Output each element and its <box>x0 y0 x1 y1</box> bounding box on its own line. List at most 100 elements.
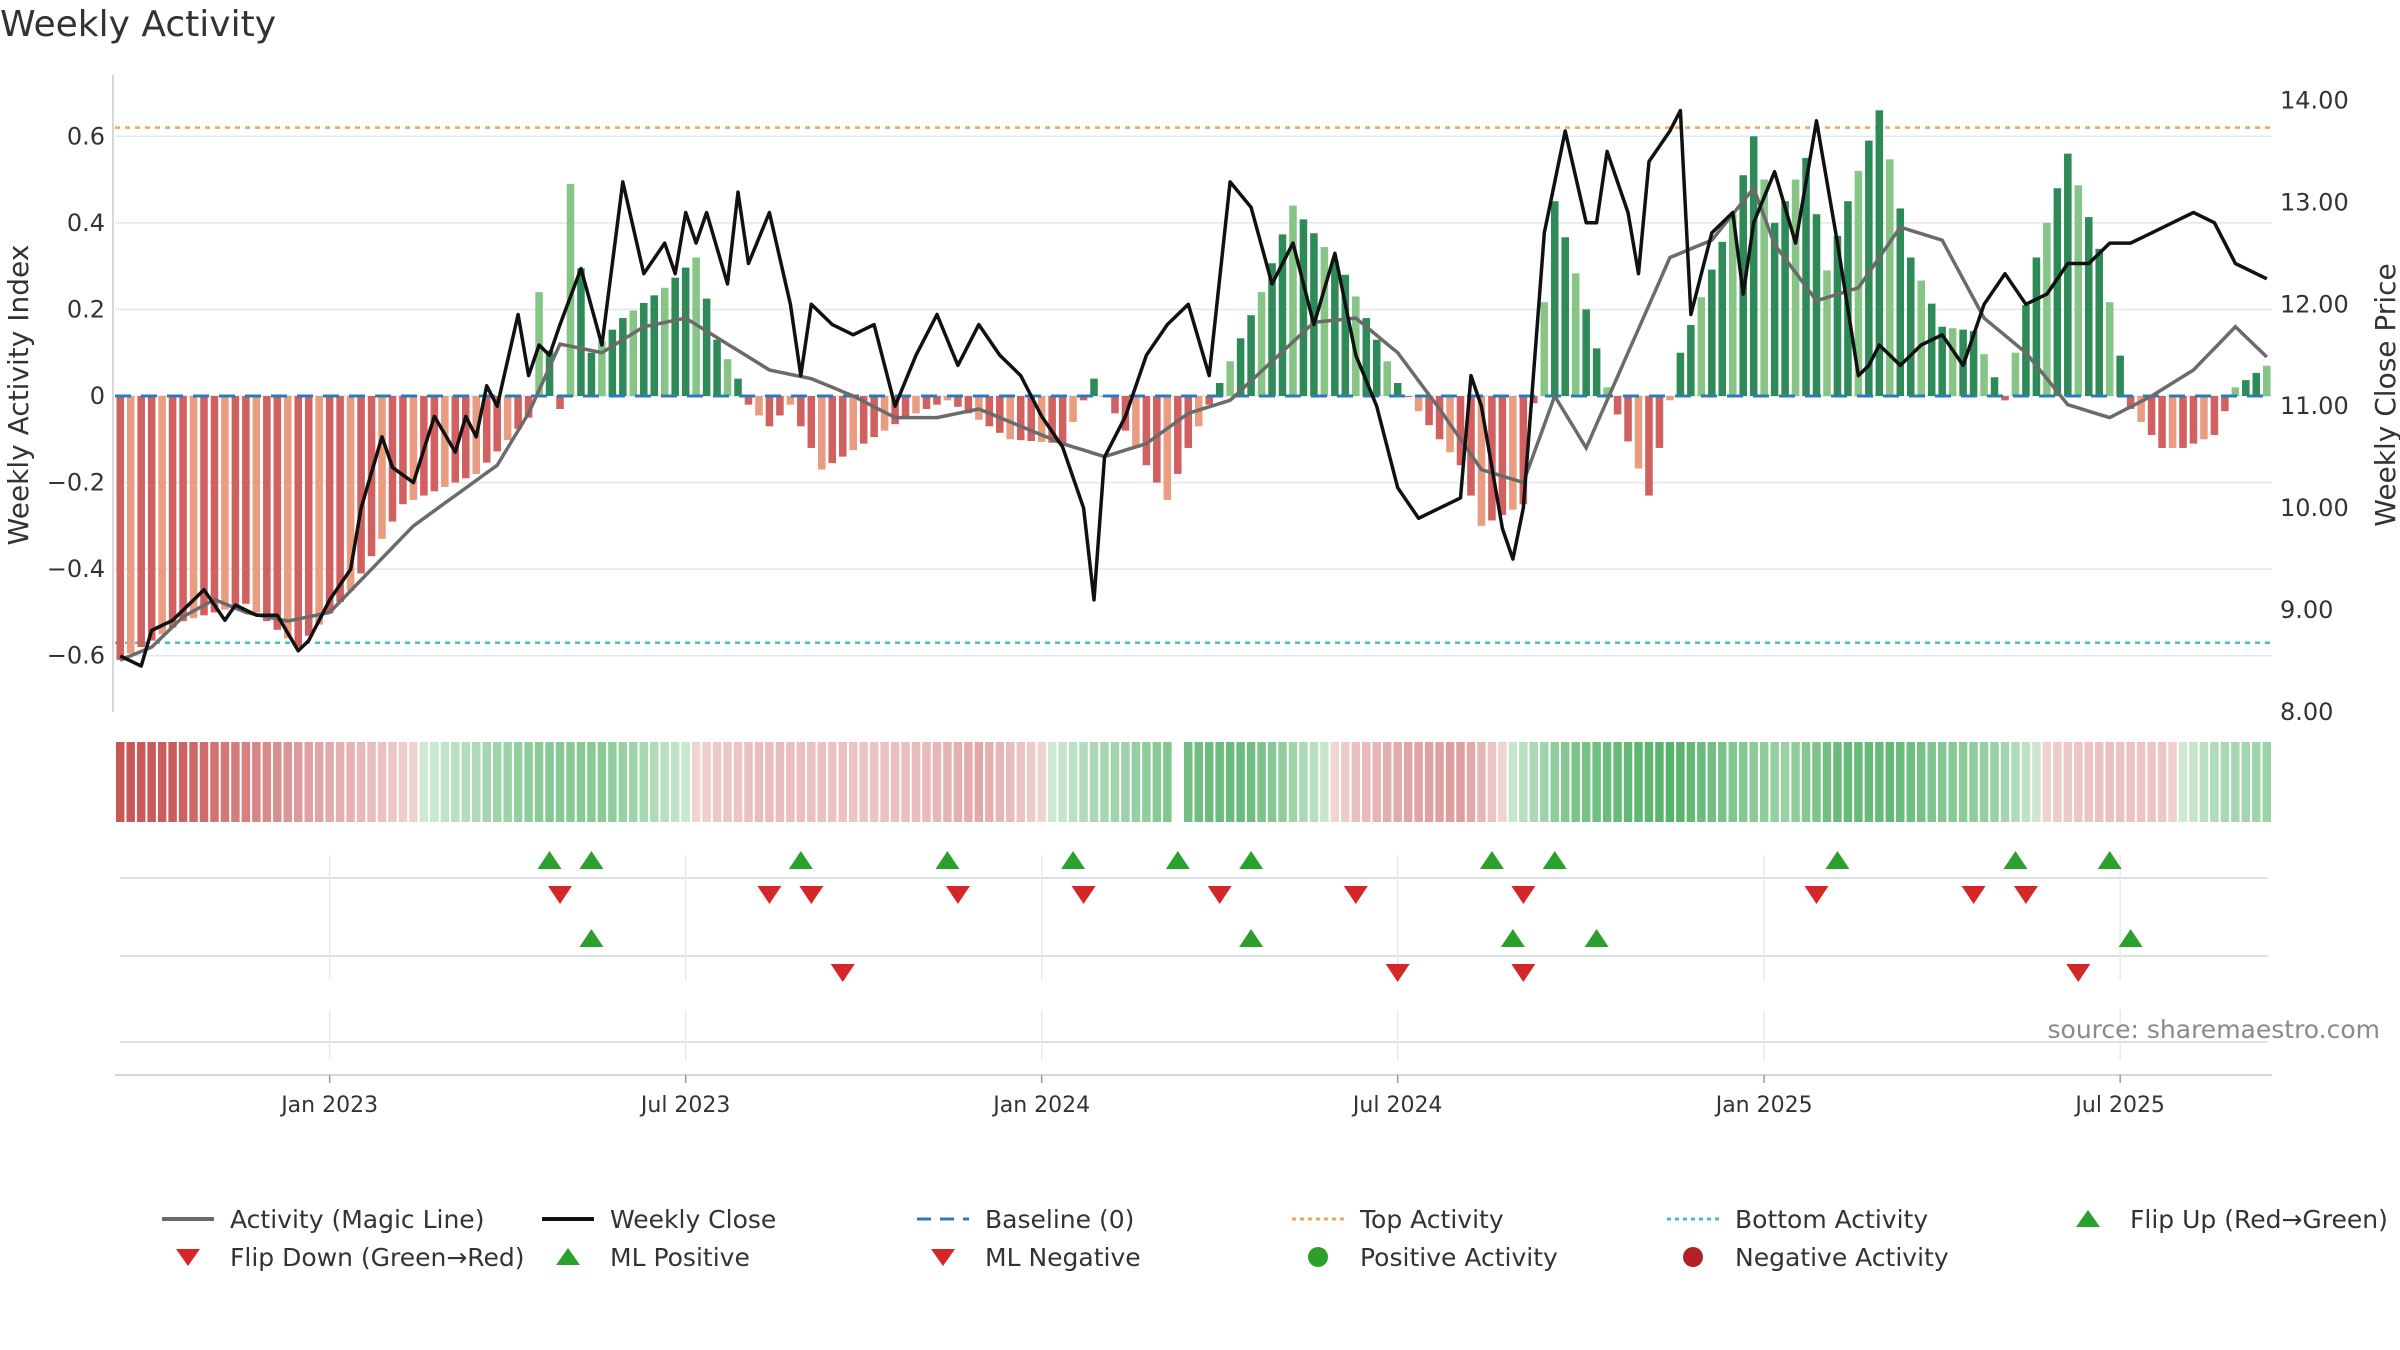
heat-strip-cell <box>848 742 858 822</box>
heat-strip-cell <box>2220 742 2230 822</box>
heat-strip-cell <box>1812 742 1821 822</box>
flip-down-marker <box>1343 886 1368 904</box>
heat-strip-cell <box>650 742 659 822</box>
activity-bar <box>1352 296 1360 396</box>
heat-strip-cell <box>377 742 387 822</box>
heat-strip-cell <box>1770 742 1779 822</box>
activity-bar <box>1163 396 1172 500</box>
heat-strip-cell <box>1100 742 1109 822</box>
activity-bar <box>734 378 742 396</box>
activity-bar <box>1362 318 1371 396</box>
flip-down-marker <box>548 886 573 904</box>
heat-strip-cell <box>1414 742 1423 822</box>
heat-strip-cell <box>1341 742 1350 822</box>
activity-bar <box>619 318 627 396</box>
heat-strip-cell <box>1257 742 1266 822</box>
heat-strip-cell <box>2252 742 2261 822</box>
heat-strip-cell <box>985 742 994 822</box>
heat-strip-cell <box>2105 742 2114 822</box>
heat-strip-cell <box>702 742 711 822</box>
ml-positive-marker <box>1239 929 1264 947</box>
y-left-tick-label: 0 <box>90 382 105 410</box>
heat-strip-cell <box>346 742 355 822</box>
heat-strip-cell <box>262 742 272 822</box>
activity-bar <box>640 302 648 396</box>
heat-strip-cell <box>1948 742 1957 822</box>
activity-bar <box>1477 396 1486 526</box>
activity-bar <box>1917 280 1925 396</box>
y-right-tick-label: 8.00 <box>2280 698 2333 726</box>
activity-bar <box>1624 396 1632 442</box>
y-left-tick-label: 0.6 <box>67 122 105 150</box>
heat-strip-cell <box>2189 742 2198 822</box>
heat-strip-cell <box>430 742 439 822</box>
activity-bar <box>524 396 533 418</box>
heat-strip-cell <box>1519 742 1528 822</box>
activity-bar <box>1153 396 1161 483</box>
activity-bar <box>346 396 355 591</box>
activity-bar <box>818 396 826 470</box>
legend-ml-positive-icon <box>556 1248 580 1265</box>
heat-strip-cell <box>1875 742 1884 822</box>
activity-bar <box>629 310 638 396</box>
heat-strip-cell <box>1697 742 1706 822</box>
activity-bar <box>1310 233 1318 396</box>
activity-bar <box>870 396 878 438</box>
activity-bar <box>1802 157 1810 396</box>
activity-bar <box>409 396 418 500</box>
legend-top-activity-swatch <box>1292 1217 1344 1221</box>
heat-strip-cell <box>1644 742 1654 822</box>
heat-strip-cell <box>1718 742 1727 822</box>
heat-strip-cell <box>2063 742 2073 822</box>
heat-strip-cell <box>2032 742 2041 822</box>
ml-negative-marker <box>1511 964 1536 982</box>
activity-bar <box>828 396 837 464</box>
heat-strip-cell <box>1016 742 1025 822</box>
heat-strip-cell <box>807 742 816 822</box>
heat-strip-cell <box>545 742 554 822</box>
activity-bar <box>1205 396 1213 405</box>
heat-strip-cell <box>1896 742 1905 822</box>
activity-bar <box>2043 222 2051 396</box>
activity-bar <box>388 396 397 522</box>
heat-strip-cell <box>356 742 366 822</box>
y-left-axis-title: Weekly Activity Index <box>2 245 35 546</box>
heat-strip-cell <box>1225 742 1235 822</box>
activity-bar <box>1519 396 1528 505</box>
heat-strip-cell <box>901 742 910 822</box>
heat-strip-cell <box>1738 742 1748 822</box>
activity-bar <box>786 396 795 405</box>
heat-strip-cell <box>126 742 135 822</box>
heat-strip-cell <box>597 742 607 822</box>
heat-strip-cell <box>2094 742 2104 822</box>
heat-strip-cell <box>1979 742 1989 822</box>
activity-bar <box>1550 201 1559 396</box>
chart-title: Weekly Activity <box>0 4 277 45</box>
heat-strip-cell <box>440 742 450 822</box>
activity-bar <box>681 267 690 396</box>
heat-strip-cell <box>1927 742 1936 822</box>
activity-bar <box>2053 188 2062 396</box>
heat-strip-cell <box>157 742 167 822</box>
activity-bar <box>723 359 732 396</box>
heat-strip-cell <box>273 742 282 822</box>
activity-bars <box>116 110 2271 661</box>
activity-bar <box>189 396 198 619</box>
y-right-tick-label: 10.00 <box>2280 494 2349 522</box>
heat-strip-cell <box>629 742 638 822</box>
heat-strip-cell <box>534 742 544 822</box>
activity-bar <box>1341 274 1350 396</box>
activity-bar <box>1299 219 1308 396</box>
heat-strip-cell <box>1362 742 1371 822</box>
y-left-tick-label: −0.2 <box>47 469 105 497</box>
activity-bar <box>1708 269 1716 396</box>
activity-bar <box>2231 387 2240 396</box>
activity-bar <box>1111 396 1119 414</box>
activity-bar <box>1896 208 1905 396</box>
activity-bar <box>1331 260 1339 396</box>
activity-bar <box>1226 361 1234 396</box>
activity-bar <box>1530 396 1538 404</box>
heat-strip-cell <box>2168 742 2177 822</box>
activity-bar <box>692 257 700 396</box>
activity-bar <box>2032 257 2041 396</box>
